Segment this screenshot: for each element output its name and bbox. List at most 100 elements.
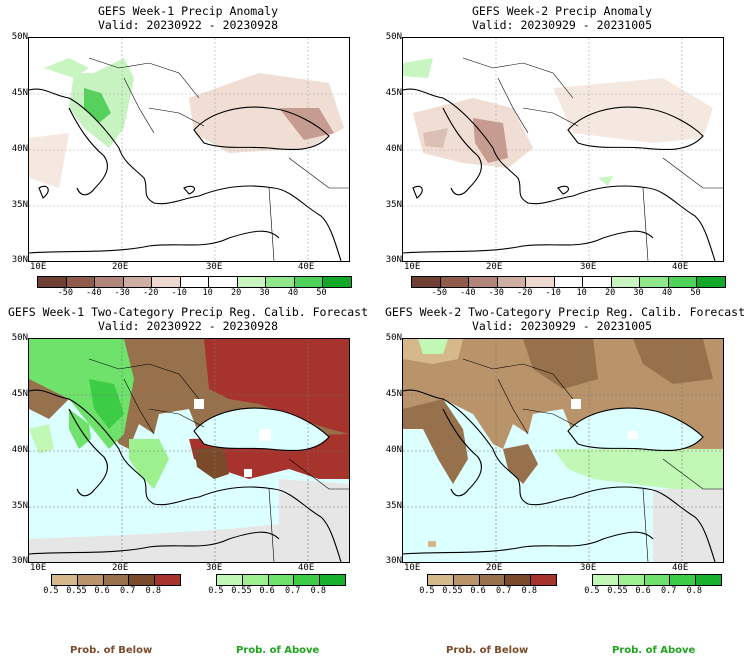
colorbar-swatch xyxy=(531,575,556,585)
lon-label: 20E xyxy=(486,262,503,272)
colorbar-swatch xyxy=(155,575,180,585)
colorbar-label: 0.8 xyxy=(145,586,161,596)
colorbar-label: 0.6 xyxy=(94,586,110,596)
colorbar-label: -40 xyxy=(460,288,476,298)
lat-label: 50N xyxy=(385,32,402,42)
colorbar-swatch xyxy=(412,277,441,287)
colorbar-label: 0.7 xyxy=(120,586,136,596)
colorbar-swatch xyxy=(697,277,726,287)
colorbar-label: 0.55 xyxy=(607,586,628,596)
below-colorbar xyxy=(427,574,557,586)
anomaly-colorbar xyxy=(37,276,352,288)
lat-label: 50N xyxy=(385,333,402,343)
colorbar-swatch xyxy=(242,575,269,585)
prob-below-label: Prob. of Below xyxy=(70,645,153,656)
colorbar-label: 0.7 xyxy=(661,586,677,596)
lat-label: 45N xyxy=(385,88,402,98)
colorbar-swatch xyxy=(696,575,721,585)
panel4-title: GEFS Week-2 Two-Category Precip Reg. Cal… xyxy=(384,305,746,319)
panel3-valid: Valid: 20230922 - 20230928 xyxy=(97,319,278,333)
colorbar-label: -10 xyxy=(171,288,187,298)
lat-label: 30N xyxy=(11,556,28,566)
lat-label: 50N xyxy=(11,32,28,42)
lat-label: 30N xyxy=(11,255,28,265)
colorbar-swatch xyxy=(103,575,130,585)
colorbar-label: 40 xyxy=(287,288,299,298)
lon-label: 20E xyxy=(112,262,129,272)
colorbar-swatch xyxy=(640,277,669,287)
map-week2-two-category xyxy=(402,338,724,563)
colorbar-swatch xyxy=(123,277,153,287)
panel1-title: GEFS Week-1 Precip Anomaly xyxy=(97,4,278,18)
lat-label: 30N xyxy=(385,556,402,566)
lat-label: 35N xyxy=(385,501,402,511)
below-colorbar xyxy=(51,574,181,586)
colorbar-label: 0.55 xyxy=(231,586,252,596)
colorbar-swatch xyxy=(593,575,619,585)
prob-above-label: Prob. of Above xyxy=(612,645,696,656)
colorbar-swatch xyxy=(583,277,612,287)
colorbar-label: -20 xyxy=(517,288,533,298)
lat-label: 35N xyxy=(11,200,28,210)
panel4-valid: Valid: 20230929 - 20231005 xyxy=(471,319,652,333)
colorbar-label: 0.7 xyxy=(496,586,512,596)
colorbar-label: -50 xyxy=(57,288,73,298)
colorbar-swatch xyxy=(479,575,506,585)
colorbar-label: 0.8 xyxy=(686,586,702,596)
colorbar-swatch xyxy=(320,575,345,585)
colorbar-label: 10 xyxy=(576,288,587,298)
panel2-title: GEFS Week-2 Precip Anomaly xyxy=(471,4,652,18)
lat-label: 40N xyxy=(385,144,402,154)
lon-label: 40E xyxy=(298,563,315,573)
lat-label: 50N xyxy=(11,333,28,343)
map-week1-two-category xyxy=(28,338,350,563)
lat-label: 35N xyxy=(11,501,28,511)
lat-label: 45N xyxy=(11,389,28,399)
colorbar-swatch xyxy=(611,277,641,287)
colorbar-label: -30 xyxy=(114,288,130,298)
colorbar-swatch xyxy=(505,575,532,585)
colorbar-label: 50 xyxy=(690,288,701,298)
colorbar-label: -40 xyxy=(86,288,102,298)
colorbar-label: 40 xyxy=(661,288,673,298)
lon-label: 10E xyxy=(30,563,47,573)
colorbar-label: 0.7 xyxy=(285,586,301,596)
colorbar-label: 0.5 xyxy=(43,586,59,596)
above-colorbar xyxy=(216,574,346,586)
colorbar-swatch xyxy=(77,575,104,585)
colorbar-swatch xyxy=(268,575,295,585)
prob-below-label: Prob. of Below xyxy=(446,645,529,656)
lat-label: 40N xyxy=(11,445,28,455)
colorbar-swatch xyxy=(294,575,321,585)
lon-label: 30E xyxy=(206,262,223,272)
anomaly-colorbar xyxy=(411,276,726,288)
colorbar-label: -20 xyxy=(143,288,159,298)
colorbar-label: 0.8 xyxy=(521,586,537,596)
lat-label: 45N xyxy=(11,88,28,98)
panel3-title: GEFS Week-1 Two-Category Precip Reg. Cal… xyxy=(7,305,369,319)
colorbar-label: -30 xyxy=(488,288,504,298)
lon-label: 40E xyxy=(672,262,689,272)
lon-label: 30E xyxy=(206,563,223,573)
colorbar-swatch xyxy=(237,277,267,287)
colorbar-swatch xyxy=(152,277,181,287)
colorbar-swatch xyxy=(266,277,295,287)
colorbar-swatch xyxy=(670,575,697,585)
colorbar-swatch xyxy=(453,575,480,585)
lat-label: 35N xyxy=(385,200,402,210)
colorbar-label: 30 xyxy=(633,288,644,298)
colorbar-swatch xyxy=(526,277,555,287)
colorbar-label: 0.6 xyxy=(259,586,275,596)
colorbar-swatch xyxy=(66,277,96,287)
panel1-valid: Valid: 20230922 - 20230928 xyxy=(97,18,278,32)
colorbar-swatch xyxy=(644,575,671,585)
map-week1-anomaly xyxy=(28,37,350,262)
colorbar-swatch xyxy=(469,277,498,287)
colorbar-label: 10 xyxy=(202,288,213,298)
colorbar-swatch xyxy=(294,277,324,287)
colorbar-label: 0.55 xyxy=(442,586,463,596)
colorbar-swatch xyxy=(129,575,156,585)
colorbar-label: 0.5 xyxy=(419,586,435,596)
lat-label: 45N xyxy=(385,389,402,399)
colorbar-label: 0.55 xyxy=(66,586,87,596)
